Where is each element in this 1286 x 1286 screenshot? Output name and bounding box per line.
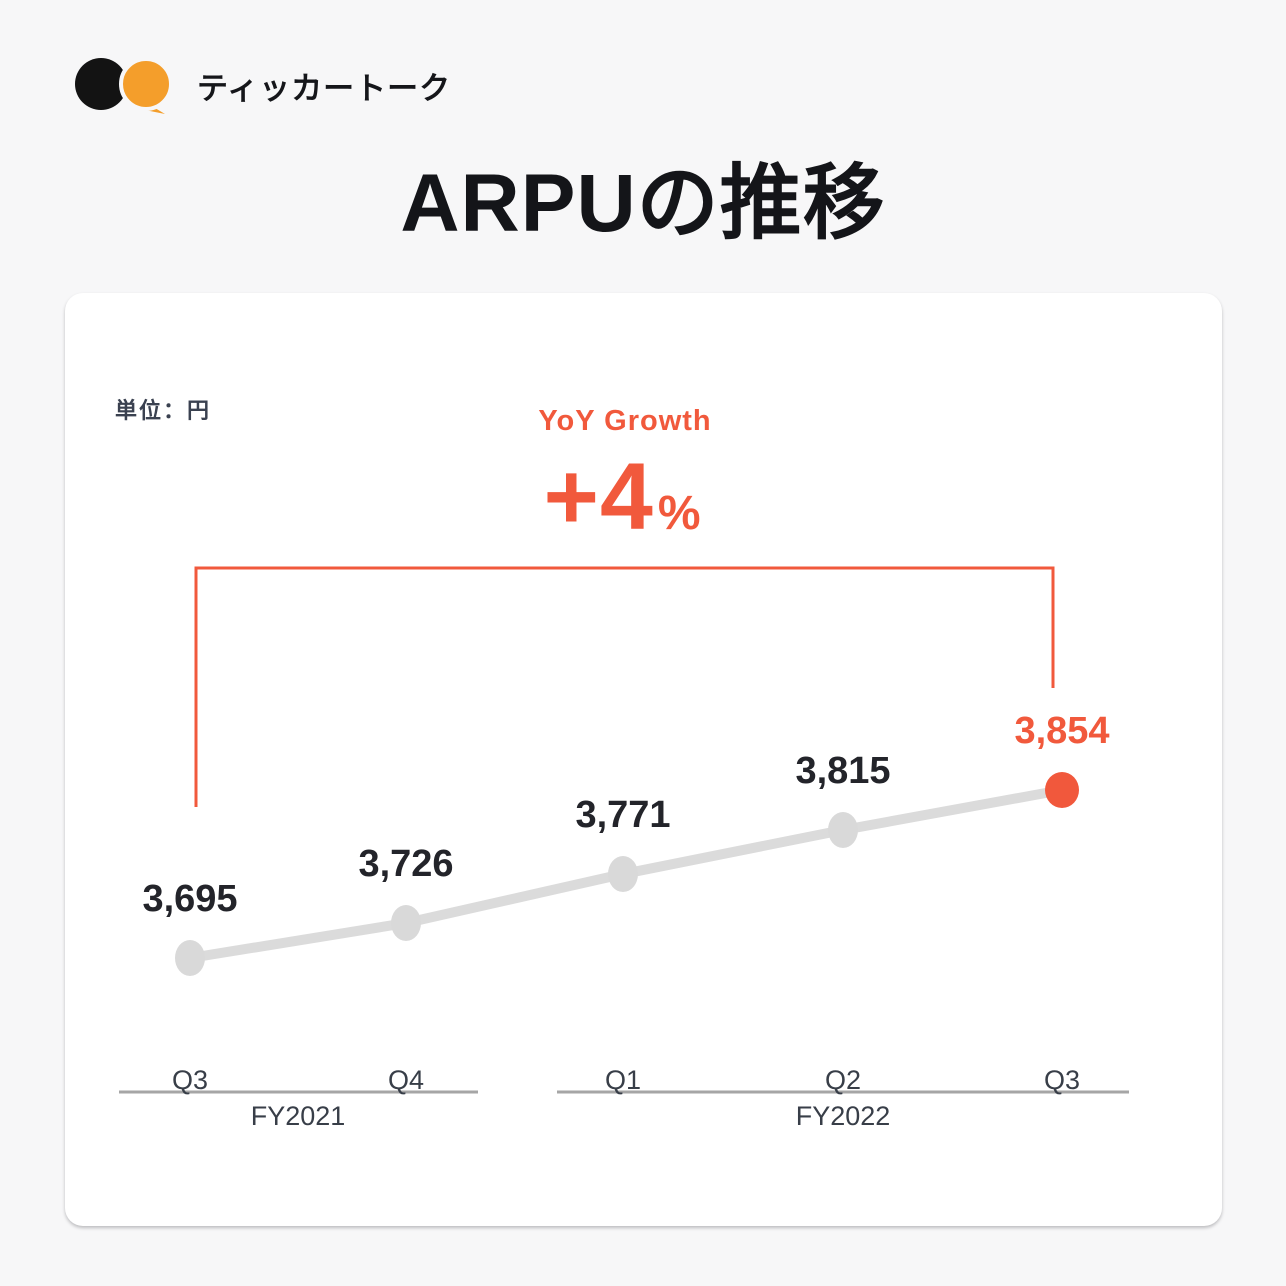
yoy-growth-percent-sign: %	[657, 487, 701, 540]
logo-speech-bubble	[119, 57, 173, 114]
data-point-q4-fy2021	[391, 905, 421, 941]
app-logo: ティッカートーク	[73, 54, 673, 116]
x-tick-q4-fy2021: Q4	[387, 1065, 425, 1095]
value-label-q4-fy2021: 3,726	[358, 843, 454, 885]
logo-black-circle	[75, 58, 127, 110]
fy2021-group-label: FY2021	[250, 1101, 346, 1131]
page-title: ARPUの推移	[400, 158, 886, 249]
value-label-q3-fy2022: 3,854	[1014, 710, 1110, 752]
unit-label: 単位：円	[115, 398, 212, 423]
yoy-growth-number: +4	[543, 444, 654, 550]
x-tick-q3-fy2022: Q3	[1043, 1065, 1081, 1095]
logo-text: ティッカートーク	[197, 70, 452, 106]
logo-mark-icon	[75, 57, 173, 114]
data-point-q2-fy2022	[828, 812, 858, 848]
value-label-q1-fy2022: 3,771	[575, 794, 671, 836]
value-label-q2-fy2022: 3,815	[795, 750, 891, 792]
x-tick-q3-fy2021: Q3	[171, 1065, 209, 1095]
data-point-q1-fy2022	[608, 856, 638, 892]
value-label-q3-fy2021: 3,695	[142, 878, 238, 920]
fy2022-group-label: FY2022	[795, 1101, 891, 1131]
data-point-q3-fy2021	[175, 940, 205, 976]
yoy-growth-value: +4 %	[422, 444, 822, 550]
chart-card: 単位：円 YoY Growth +4 % 3,695 3,726 3,771 3…	[65, 293, 1222, 1226]
x-tick-q1-fy2022: Q1	[604, 1065, 642, 1095]
yoy-bracket-line	[194, 566, 1055, 807]
x-tick-q2-fy2022: Q2	[824, 1065, 862, 1095]
arpu-line-chart	[119, 566, 1129, 1094]
yoy-growth-label: YoY Growth	[538, 405, 712, 437]
data-point-q3-fy2022-highlight	[1045, 772, 1079, 808]
